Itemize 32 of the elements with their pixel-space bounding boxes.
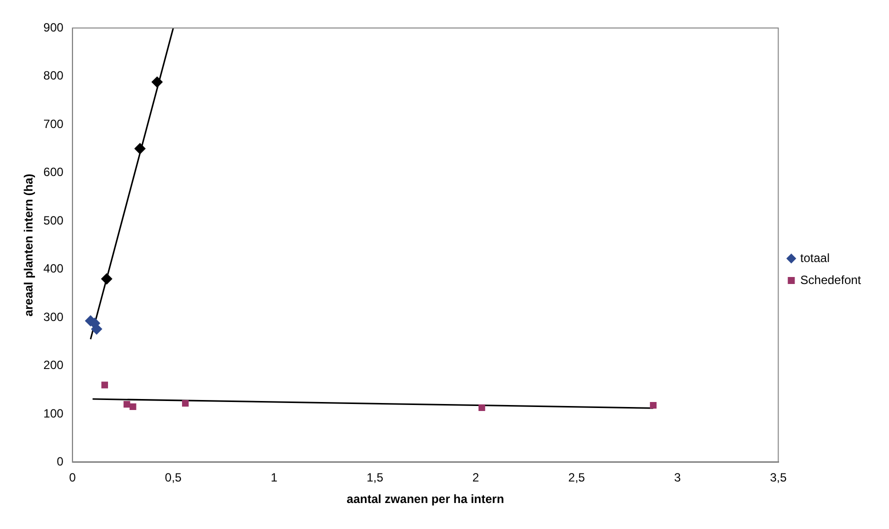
x-tick-label: 1 (270, 470, 278, 485)
point (152, 76, 163, 88)
x-tick-label: 0,5 (164, 470, 182, 485)
y-tick-label: 0 (56, 454, 64, 469)
y-tick-label: 600 (43, 165, 64, 180)
x-tick-label: 3 (674, 470, 682, 485)
point (91, 324, 102, 335)
legend-label: Schedefont (800, 272, 862, 287)
point (124, 400, 130, 408)
x-tick-label: 2,5 (568, 470, 586, 485)
point (101, 273, 112, 284)
y-tick-label: 400 (43, 262, 64, 276)
x-tick-label: 1,5 (366, 470, 384, 485)
legend-label: totaal (800, 250, 830, 265)
point (101, 382, 108, 388)
point (650, 402, 657, 409)
point (134, 143, 146, 154)
y-tick-label: 100 (43, 406, 64, 420)
point (478, 404, 486, 412)
x-tick-label: 0 (69, 470, 76, 485)
x-tick-label: 2 (472, 470, 480, 485)
y-tick-label: 900 (43, 20, 64, 34)
y-axis-title: areaal planten intern (ha) (22, 174, 36, 316)
x-tick-label: 3,5 (770, 470, 787, 485)
x-axis-title: aantal zwanen per ha intern (346, 492, 504, 506)
y-tick-label: 700 (43, 116, 64, 131)
y-tick-label: 300 (43, 310, 64, 324)
point (130, 403, 136, 410)
y-tick-label: 800 (43, 68, 64, 83)
y-tick-label: 500 (43, 213, 64, 228)
y-tick-label: 200 (43, 358, 64, 372)
point (182, 400, 189, 407)
